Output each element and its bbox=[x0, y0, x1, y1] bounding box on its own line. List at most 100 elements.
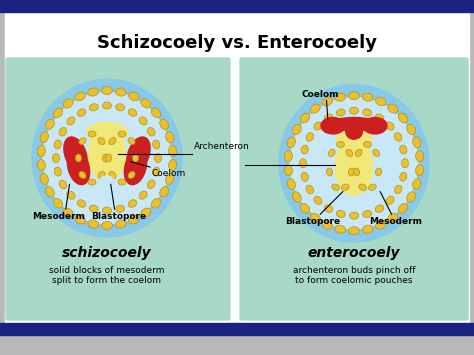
Ellipse shape bbox=[165, 174, 174, 184]
Ellipse shape bbox=[147, 180, 155, 189]
Ellipse shape bbox=[64, 137, 87, 171]
Ellipse shape bbox=[348, 92, 359, 100]
Ellipse shape bbox=[300, 113, 310, 123]
Ellipse shape bbox=[375, 220, 386, 229]
Ellipse shape bbox=[416, 165, 424, 176]
Ellipse shape bbox=[106, 154, 111, 162]
Ellipse shape bbox=[348, 168, 355, 176]
Ellipse shape bbox=[314, 196, 322, 204]
Ellipse shape bbox=[118, 131, 126, 137]
Text: Blastopore: Blastopore bbox=[91, 212, 146, 221]
Ellipse shape bbox=[77, 200, 86, 207]
Ellipse shape bbox=[88, 88, 99, 96]
Ellipse shape bbox=[98, 171, 105, 179]
Ellipse shape bbox=[363, 109, 372, 116]
Text: Mesoderm: Mesoderm bbox=[369, 217, 422, 226]
Ellipse shape bbox=[292, 124, 301, 135]
Ellipse shape bbox=[362, 93, 373, 101]
Ellipse shape bbox=[165, 132, 174, 143]
Ellipse shape bbox=[335, 225, 346, 233]
Ellipse shape bbox=[337, 141, 345, 147]
Ellipse shape bbox=[388, 104, 398, 113]
Ellipse shape bbox=[375, 168, 382, 176]
Ellipse shape bbox=[53, 108, 63, 118]
Ellipse shape bbox=[86, 122, 128, 141]
Ellipse shape bbox=[314, 122, 322, 130]
Ellipse shape bbox=[407, 124, 416, 135]
Ellipse shape bbox=[300, 159, 307, 168]
Ellipse shape bbox=[363, 118, 387, 134]
Ellipse shape bbox=[88, 131, 96, 137]
Ellipse shape bbox=[407, 192, 416, 202]
Ellipse shape bbox=[160, 187, 169, 197]
Ellipse shape bbox=[322, 97, 332, 106]
Ellipse shape bbox=[310, 104, 320, 113]
Ellipse shape bbox=[59, 127, 67, 136]
Ellipse shape bbox=[349, 212, 358, 219]
Ellipse shape bbox=[331, 118, 377, 131]
Ellipse shape bbox=[124, 149, 146, 185]
Ellipse shape bbox=[90, 104, 98, 111]
Ellipse shape bbox=[32, 79, 182, 237]
Ellipse shape bbox=[128, 200, 137, 207]
Ellipse shape bbox=[398, 113, 408, 123]
Ellipse shape bbox=[102, 207, 111, 214]
Ellipse shape bbox=[306, 133, 314, 141]
Ellipse shape bbox=[321, 118, 345, 134]
Ellipse shape bbox=[362, 225, 373, 233]
Ellipse shape bbox=[322, 220, 332, 229]
Ellipse shape bbox=[40, 174, 48, 184]
Ellipse shape bbox=[109, 171, 116, 179]
Ellipse shape bbox=[116, 205, 125, 212]
Ellipse shape bbox=[301, 145, 308, 154]
Ellipse shape bbox=[46, 119, 54, 130]
Bar bbox=[0, 323, 474, 335]
Ellipse shape bbox=[375, 205, 384, 212]
Text: Archenteron: Archenteron bbox=[194, 142, 250, 151]
Ellipse shape bbox=[128, 109, 137, 116]
Ellipse shape bbox=[292, 192, 301, 202]
Ellipse shape bbox=[40, 132, 48, 143]
Ellipse shape bbox=[306, 185, 314, 194]
Ellipse shape bbox=[324, 205, 333, 212]
Ellipse shape bbox=[128, 215, 139, 224]
Ellipse shape bbox=[346, 124, 362, 139]
Ellipse shape bbox=[118, 179, 126, 185]
Ellipse shape bbox=[67, 149, 90, 185]
Ellipse shape bbox=[394, 185, 402, 194]
Ellipse shape bbox=[279, 84, 429, 242]
FancyBboxPatch shape bbox=[6, 58, 230, 320]
Ellipse shape bbox=[337, 210, 345, 218]
Text: Schizocoely vs. Enterocoely: Schizocoely vs. Enterocoely bbox=[97, 34, 377, 52]
Ellipse shape bbox=[67, 191, 75, 199]
Ellipse shape bbox=[359, 184, 366, 190]
Ellipse shape bbox=[412, 137, 421, 148]
Text: archenteron buds pinch off
to form coelomic pouches: archenteron buds pinch off to form coelo… bbox=[293, 266, 415, 285]
Ellipse shape bbox=[328, 149, 335, 157]
Ellipse shape bbox=[53, 154, 60, 163]
Ellipse shape bbox=[98, 137, 105, 144]
Ellipse shape bbox=[363, 210, 372, 218]
Ellipse shape bbox=[169, 146, 177, 157]
Ellipse shape bbox=[128, 171, 135, 179]
Ellipse shape bbox=[100, 176, 114, 185]
Ellipse shape bbox=[394, 133, 402, 141]
Ellipse shape bbox=[46, 187, 54, 197]
Ellipse shape bbox=[53, 198, 63, 208]
Ellipse shape bbox=[337, 109, 345, 116]
Text: Mesoderm: Mesoderm bbox=[32, 212, 85, 221]
Ellipse shape bbox=[67, 117, 75, 125]
Ellipse shape bbox=[388, 213, 398, 222]
Ellipse shape bbox=[128, 137, 135, 144]
Ellipse shape bbox=[63, 208, 73, 217]
Ellipse shape bbox=[354, 168, 360, 176]
Ellipse shape bbox=[335, 93, 346, 101]
Ellipse shape bbox=[356, 149, 362, 157]
Ellipse shape bbox=[324, 114, 333, 121]
Bar bbox=[0, 0, 474, 12]
Ellipse shape bbox=[400, 145, 407, 154]
Ellipse shape bbox=[101, 87, 112, 94]
Ellipse shape bbox=[59, 180, 67, 189]
Ellipse shape bbox=[310, 213, 320, 222]
Bar bbox=[5, 12, 469, 323]
